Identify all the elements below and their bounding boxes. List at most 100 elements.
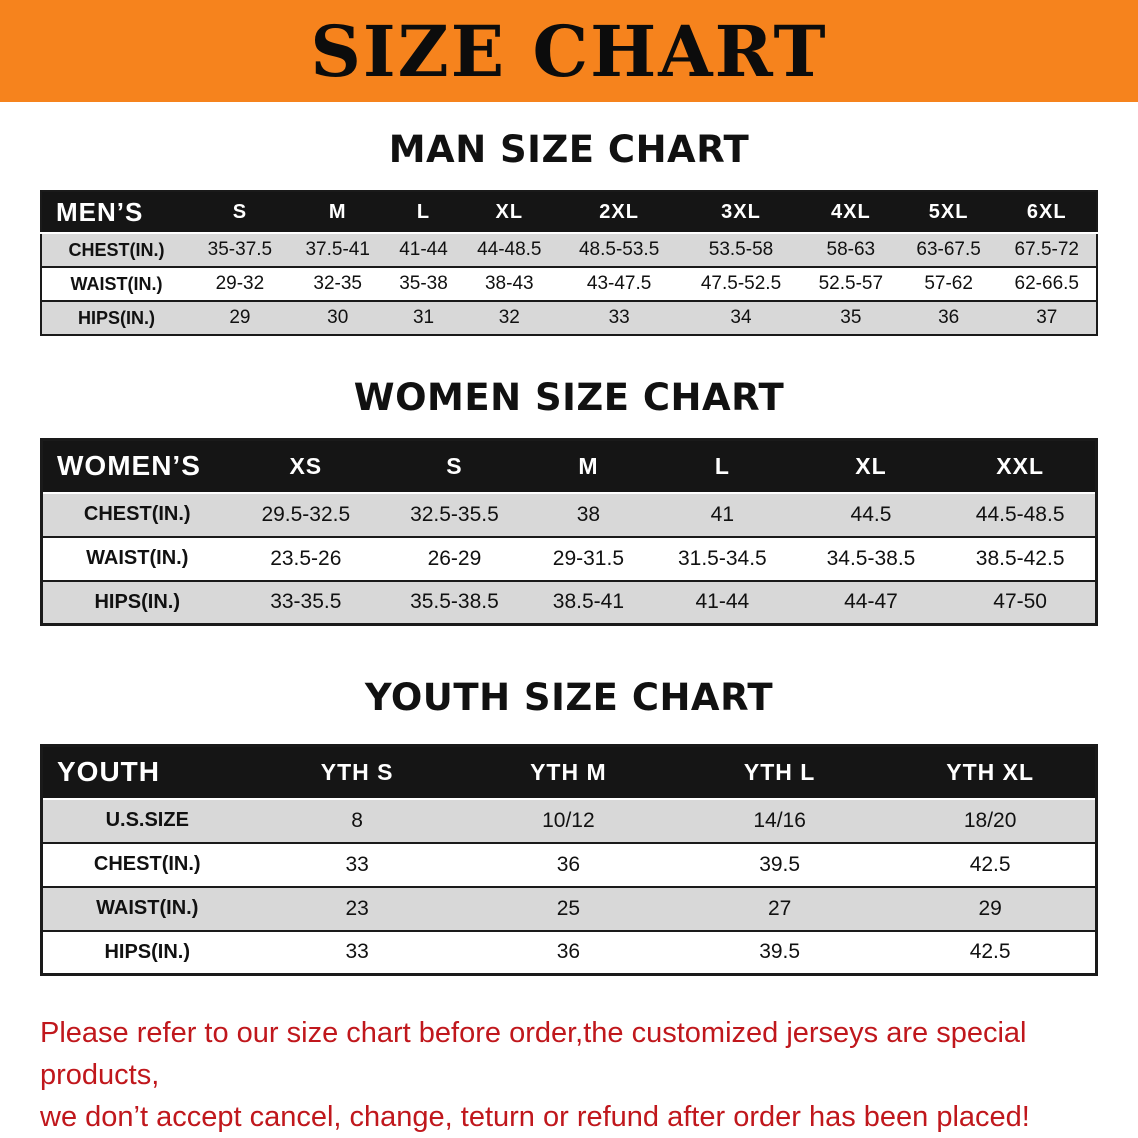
data-cell: 38.5-42.5 xyxy=(975,546,1065,570)
data-cell: 33 xyxy=(608,307,630,328)
data-cell: 35.5-38.5 xyxy=(410,590,499,614)
row-label-cell: HIPS(IN.) xyxy=(104,940,191,963)
table-title-cell: WOMEN’S xyxy=(41,439,232,494)
row-label-cell: WAIST(IN.) xyxy=(70,273,163,294)
men-section-heading: MAN SIZE CHART xyxy=(388,128,750,171)
data-cell: 26-29 xyxy=(427,546,482,570)
size-header-cell: M xyxy=(528,439,649,494)
data-cell: 44-47 xyxy=(844,590,898,614)
data-cell: 10/12 xyxy=(542,808,595,832)
table-row: U.S.SIZE 8 10/12 14/16 18/20 xyxy=(41,798,1097,843)
table-title-cell: YOUTH xyxy=(41,745,252,800)
data-cell: 41-44 xyxy=(695,590,750,614)
data-cell: 35-38 xyxy=(399,273,448,294)
table-header-row: MEN’S S M L XL 2XL 3XL 4XL 5XL 6XL xyxy=(41,191,1097,234)
data-cell: 27 xyxy=(767,896,792,920)
row-label-cell: CHEST(IN.) xyxy=(93,853,201,875)
order-policy-line-2: we don’t accept cancel, change, teturn o… xyxy=(40,1101,1030,1133)
data-cell: 39.5 xyxy=(759,852,801,876)
table-row: WAIST(IN.) 29-32 32-35 35-38 38-43 43-47.5 47.… xyxy=(41,267,1097,301)
data-cell: 39.5 xyxy=(759,940,801,964)
table-row: HIPS(IN.) 33-35.5 35.5-38.5 38.5-41 41-44 44-… xyxy=(41,580,1097,625)
data-cell: 62-66.5 xyxy=(1014,273,1079,294)
size-header-cell: M xyxy=(288,191,387,234)
size-header-cell: XL xyxy=(460,191,559,234)
size-header-cell: YTH M xyxy=(462,745,674,800)
data-cell: 35-37.5 xyxy=(207,239,273,260)
row-label-cell: WAIST(IN.) xyxy=(86,547,189,569)
data-cell: 37.5-41 xyxy=(305,239,370,260)
data-cell: 36 xyxy=(938,307,960,328)
data-cell: 33 xyxy=(345,940,369,964)
row-label-cell: HIPS(IN.) xyxy=(94,590,181,613)
men-size-table: MEN’S S M L XL 2XL 3XL 4XL 5XL 6XL CHEST(IN.) 35-37… xyxy=(40,190,1098,336)
data-cell: 37 xyxy=(1036,307,1058,328)
data-cell: 29-31.5 xyxy=(552,546,625,570)
data-cell: 47-50 xyxy=(993,590,1047,614)
data-cell: 31.5-34.5 xyxy=(677,546,767,570)
size-header-cell: 5XL xyxy=(899,191,998,234)
size-header-cell: XL xyxy=(796,439,946,494)
row-label-cell: WAIST(IN.) xyxy=(96,897,199,919)
youth-size-table: YOUTH YTH S YTH M YTH L YTH XL U.S.SIZE 8 10/12… xyxy=(40,744,1098,976)
youth-section-heading: YOUTH SIZE CHART xyxy=(364,676,774,719)
row-label-cell: U.S.SIZE xyxy=(105,809,189,831)
data-cell: 25 xyxy=(556,896,581,920)
size-header-cell: 6XL xyxy=(997,191,1097,234)
data-cell: 23 xyxy=(345,896,369,920)
women-size-table: WOMEN’S XS S M L XL XXL CHEST(IN.) 29.5-32.5 32.5… xyxy=(40,438,1098,626)
data-cell: 18/20 xyxy=(963,808,1017,832)
size-chart-banner: SIZE CHART xyxy=(0,0,1138,102)
data-cell: 47.5-52.5 xyxy=(700,273,782,294)
data-cell: 34.5-38.5 xyxy=(826,546,916,570)
table-row: CHEST(IN.) 33 36 39.5 42.5 xyxy=(41,842,1097,887)
data-cell: 44.5 xyxy=(850,502,892,526)
data-cell: 44.5-48.5 xyxy=(975,502,1065,526)
data-cell: 41-44 xyxy=(399,239,448,260)
size-header-cell: XS xyxy=(231,439,381,494)
data-cell: 43-47.5 xyxy=(586,273,652,294)
size-header-cell: S xyxy=(380,439,529,494)
data-cell: 29-32 xyxy=(215,273,265,294)
banner-title: SIZE CHART xyxy=(310,10,828,93)
data-cell: 33-35.5 xyxy=(270,590,342,614)
row-label-cell: CHEST(IN.) xyxy=(68,239,165,260)
table-row: CHEST(IN.) 35-37.5 37.5-41 41-44 44-48.5 48.5… xyxy=(41,233,1097,267)
table-header-row: WOMEN’S XS S M L XL XXL xyxy=(41,439,1097,494)
data-cell: 67.5-72 xyxy=(1014,239,1079,260)
data-cell: 52.5-57 xyxy=(818,273,884,294)
data-cell: 41 xyxy=(710,502,735,526)
table-row: HIPS(IN.) 29 30 31 32 33 34 35 36 37 xyxy=(41,301,1097,335)
data-cell: 35 xyxy=(840,307,862,328)
data-cell: 36 xyxy=(556,852,581,876)
size-header-cell: L xyxy=(648,439,797,494)
size-header-cell: YTH S xyxy=(251,745,463,800)
size-header-cell: L xyxy=(386,191,461,234)
data-cell: 48.5-53.5 xyxy=(578,239,660,260)
table-row: WAIST(IN.) 23 25 27 29 xyxy=(41,886,1097,931)
data-cell: 38 xyxy=(576,502,601,526)
data-cell: 23.5-26 xyxy=(270,546,342,570)
data-cell: 58-63 xyxy=(826,239,876,260)
data-cell: 29 xyxy=(229,307,251,328)
data-cell: 29.5-32.5 xyxy=(261,502,351,526)
order-policy-note: Please refer to our size chart before or… xyxy=(40,1012,1098,1138)
data-cell: 57-62 xyxy=(924,273,973,294)
data-cell: 42.5 xyxy=(969,940,1011,964)
table-row: HIPS(IN.) 33 36 39.5 42.5 xyxy=(41,930,1097,975)
data-cell: 53.5-58 xyxy=(708,239,774,260)
data-cell: 38.5-41 xyxy=(552,590,625,614)
data-cell: 14/16 xyxy=(753,808,806,832)
size-header-cell: YTH L xyxy=(674,745,886,800)
size-header-cell: YTH XL xyxy=(885,745,1097,800)
size-header-cell: S xyxy=(191,191,289,234)
size-header-cell: 4XL xyxy=(801,191,900,234)
size-header-cell: 3XL xyxy=(680,191,802,234)
size-header-cell: 2XL xyxy=(558,191,681,234)
size-header-cell: XXL xyxy=(945,439,1097,494)
data-cell: 32.5-35.5 xyxy=(410,502,499,526)
women-section-heading: WOMEN SIZE CHART xyxy=(353,376,785,419)
order-policy-line-1: Please refer to our size chart before or… xyxy=(40,1017,1027,1091)
table-title-cell: MEN’S xyxy=(41,191,191,234)
data-cell: 8 xyxy=(351,808,363,832)
